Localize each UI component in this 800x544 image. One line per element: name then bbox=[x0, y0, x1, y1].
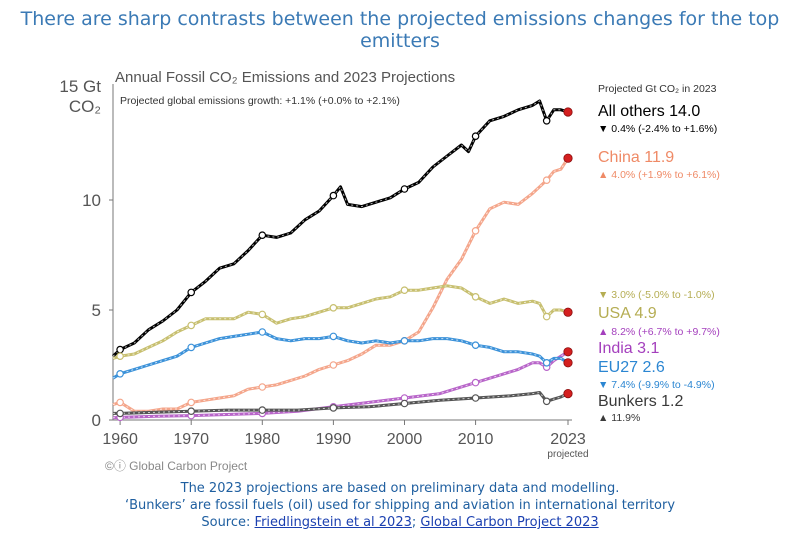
legend-label-india: India 3.1 bbox=[598, 340, 659, 357]
legend-label-all-others: All others 14.0 bbox=[598, 103, 700, 120]
data-point-marker bbox=[258, 383, 267, 391]
projection-point-2023 bbox=[563, 347, 573, 357]
y-tick-label: 0 bbox=[92, 411, 101, 430]
slide-headline: There are sharp contrasts between the pr… bbox=[20, 8, 780, 52]
source-separator: ; bbox=[411, 515, 421, 530]
data-point-marker bbox=[542, 397, 551, 406]
footer-note-bunkers: ‘Bunkers’ are fossil fuels (oil) used fo… bbox=[124, 498, 676, 513]
projection-point-2023 bbox=[563, 388, 573, 399]
footer-note-projections: The 2023 projections are based on prelim… bbox=[180, 481, 620, 496]
projection-point-2023 bbox=[563, 307, 573, 317]
data-point-marker bbox=[471, 292, 480, 301]
data-point-marker bbox=[329, 361, 338, 369]
source-link-gcp[interactable]: Global Carbon Project 2023 bbox=[420, 515, 599, 530]
series-line-bunkers bbox=[113, 391, 569, 415]
data-point-marker bbox=[471, 378, 480, 387]
data-point-marker bbox=[400, 286, 409, 295]
x-projected-label: projected bbox=[547, 449, 588, 460]
data-point-marker bbox=[542, 312, 551, 321]
x-tick-label: 1990 bbox=[316, 431, 352, 448]
data-point-marker bbox=[400, 336, 409, 345]
data-point-marker bbox=[116, 398, 124, 407]
legend-label-usa: USA 4.9 bbox=[598, 305, 657, 322]
data-point-marker bbox=[542, 117, 551, 125]
source-prefix: Source: bbox=[201, 515, 255, 530]
credit-label: ©ⓘ Global Carbon Project bbox=[105, 459, 248, 473]
data-point-marker bbox=[400, 399, 409, 408]
data-point-marker bbox=[187, 343, 196, 352]
data-point-marker bbox=[542, 176, 551, 185]
data-point-marker bbox=[258, 231, 267, 240]
data-point-marker bbox=[187, 321, 196, 330]
projection-point-2023 bbox=[563, 107, 573, 117]
data-point-marker bbox=[329, 303, 338, 312]
series-line-all-others bbox=[111, 99, 569, 358]
data-point-marker bbox=[116, 352, 124, 361]
x-tick-label: 2000 bbox=[387, 431, 423, 448]
legend-label-bunkers: Bunkers 1.2 bbox=[598, 393, 683, 410]
legend-change-all-others: ▼ 0.4% (-2.4% to +1.6%) bbox=[598, 123, 717, 135]
data-point-marker bbox=[116, 369, 124, 378]
projection-point-2023 bbox=[563, 358, 573, 368]
data-point-marker bbox=[258, 310, 267, 319]
slide-footer: The 2023 projections are based on prelim… bbox=[0, 480, 800, 531]
data-point-marker bbox=[258, 328, 267, 336]
series-line-eu27 bbox=[112, 330, 569, 380]
x-tick-label: 2023 bbox=[550, 431, 586, 448]
series-dash-usa bbox=[112, 285, 569, 359]
y-unit-top: 15 Gt bbox=[59, 77, 101, 96]
series-line-usa bbox=[112, 284, 569, 360]
projection-point-2023 bbox=[563, 153, 573, 163]
data-point-marker bbox=[187, 398, 196, 407]
legend-label-eu27: EU27 2.6 bbox=[598, 359, 665, 376]
data-point-marker bbox=[542, 358, 551, 367]
x-tick-label: 1970 bbox=[173, 431, 209, 448]
data-point-marker bbox=[471, 394, 480, 402]
footer-source: Source: Friedlingstein et al 2023; Globa… bbox=[0, 514, 800, 531]
data-point-marker bbox=[471, 341, 480, 350]
data-point-marker bbox=[471, 227, 480, 235]
data-point-marker bbox=[258, 406, 267, 414]
source-link-friedlingstein[interactable]: Friedlingstein et al 2023 bbox=[254, 515, 412, 530]
x-tick-label: 2010 bbox=[458, 431, 494, 448]
y-tick-label: 5 bbox=[92, 301, 101, 320]
data-point-marker bbox=[187, 407, 196, 416]
legend-change-usa: ▼ 3.0% (-5.0% to -1.0%) bbox=[598, 289, 715, 301]
data-point-marker bbox=[400, 185, 409, 193]
legend-header: Projected Gt CO₂ in 2023 bbox=[598, 83, 717, 95]
chart-subtitle: Projected global emissions growth: +1.1%… bbox=[120, 95, 400, 107]
data-point-marker bbox=[329, 404, 338, 412]
x-tick-label: 1960 bbox=[102, 431, 138, 448]
x-tick-label: 1980 bbox=[245, 431, 281, 448]
legend-change-india: ▲ 8.2% (+6.7% to +9.7%) bbox=[598, 326, 720, 338]
series-dash-all-others bbox=[112, 100, 569, 357]
data-point-marker bbox=[116, 345, 124, 354]
legend-change-bunkers: ▲ 11.9% bbox=[598, 412, 640, 424]
series-line-china bbox=[112, 157, 570, 413]
data-point-marker bbox=[187, 288, 196, 297]
data-point-marker bbox=[329, 191, 338, 200]
legend-change-china: ▲ 4.0% (+1.9% to +6.1%) bbox=[598, 169, 720, 181]
series-dash-china bbox=[112, 157, 569, 412]
data-point-marker bbox=[116, 409, 124, 418]
legend-change-eu27: ▼ 7.4% (-9.9% to -4.9%) bbox=[598, 379, 715, 391]
legend-label-china: China 11.9 bbox=[598, 149, 674, 166]
y-tick-label: 10 bbox=[82, 191, 101, 210]
y-unit-bottom: CO₂ bbox=[69, 97, 101, 116]
data-point-marker bbox=[471, 132, 480, 141]
series-dash-india bbox=[112, 351, 569, 419]
chart-title: Annual Fossil CO₂ Emissions and 2023 Pro… bbox=[115, 69, 455, 86]
data-point-marker bbox=[329, 332, 338, 341]
